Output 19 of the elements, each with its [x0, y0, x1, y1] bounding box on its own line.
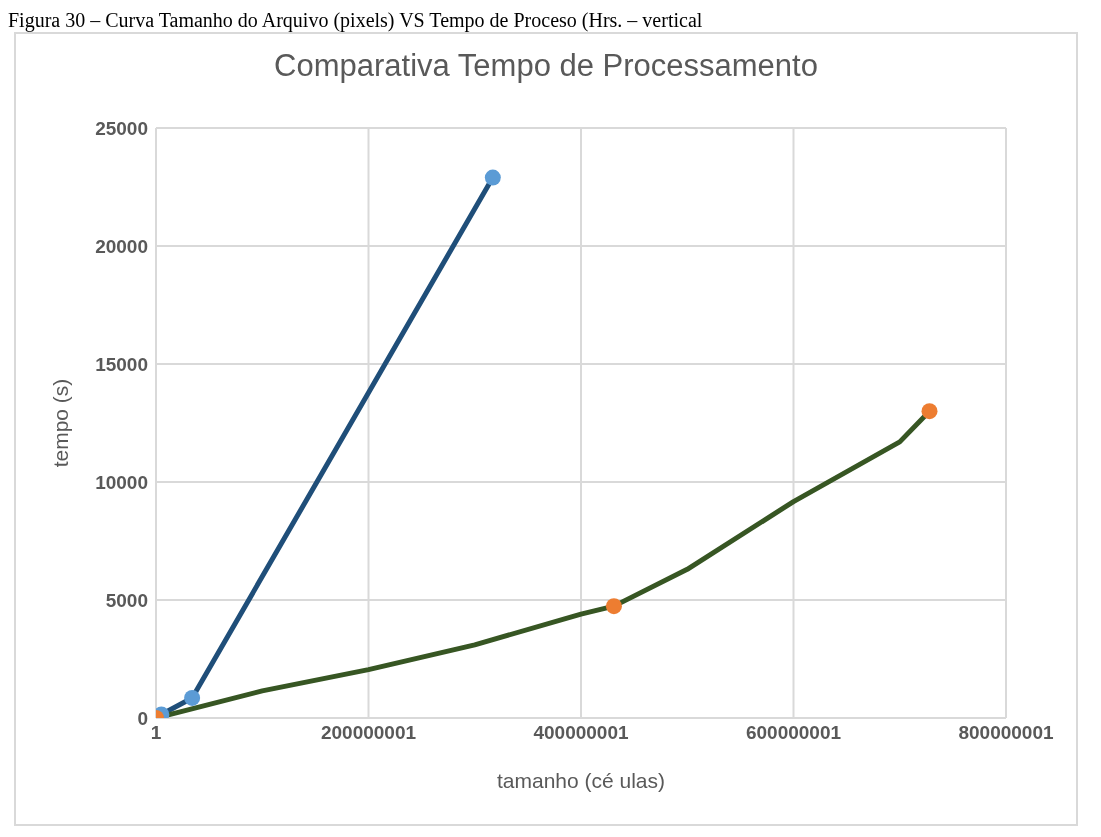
- x-tick-label: 600000001: [745, 722, 842, 744]
- y-tick-label: 20000: [95, 235, 148, 257]
- text: Figura 30 – Curva Tamanho do Arquivo (pixels) VS Tempo de Proceso (Hrs. – vertical: [8, 8, 704, 32]
- point: [921, 403, 938, 420]
- chart-title: Comparativa Tempo de Processamento: [273, 48, 819, 85]
- y-tick-label: 5000: [105, 589, 148, 611]
- x-tick-label: 200000001: [320, 722, 417, 744]
- x-axis-title: tamanho (cé ulas): [496, 769, 666, 792]
- y-tick-label: 15000: [95, 353, 148, 375]
- x-tick-label: 400000001: [533, 722, 629, 744]
- x-tick-label: 1: [150, 722, 162, 744]
- y-tick-label: 0: [137, 707, 148, 729]
- x-tick-label: 800000001: [958, 722, 1054, 744]
- point: [484, 169, 501, 186]
- y-tick-label: 25000: [95, 117, 148, 139]
- point: [605, 598, 622, 615]
- y-axis-title: tempo (s): [49, 378, 73, 468]
- point: [184, 689, 201, 706]
- y-tick-label: 10000: [95, 471, 148, 493]
